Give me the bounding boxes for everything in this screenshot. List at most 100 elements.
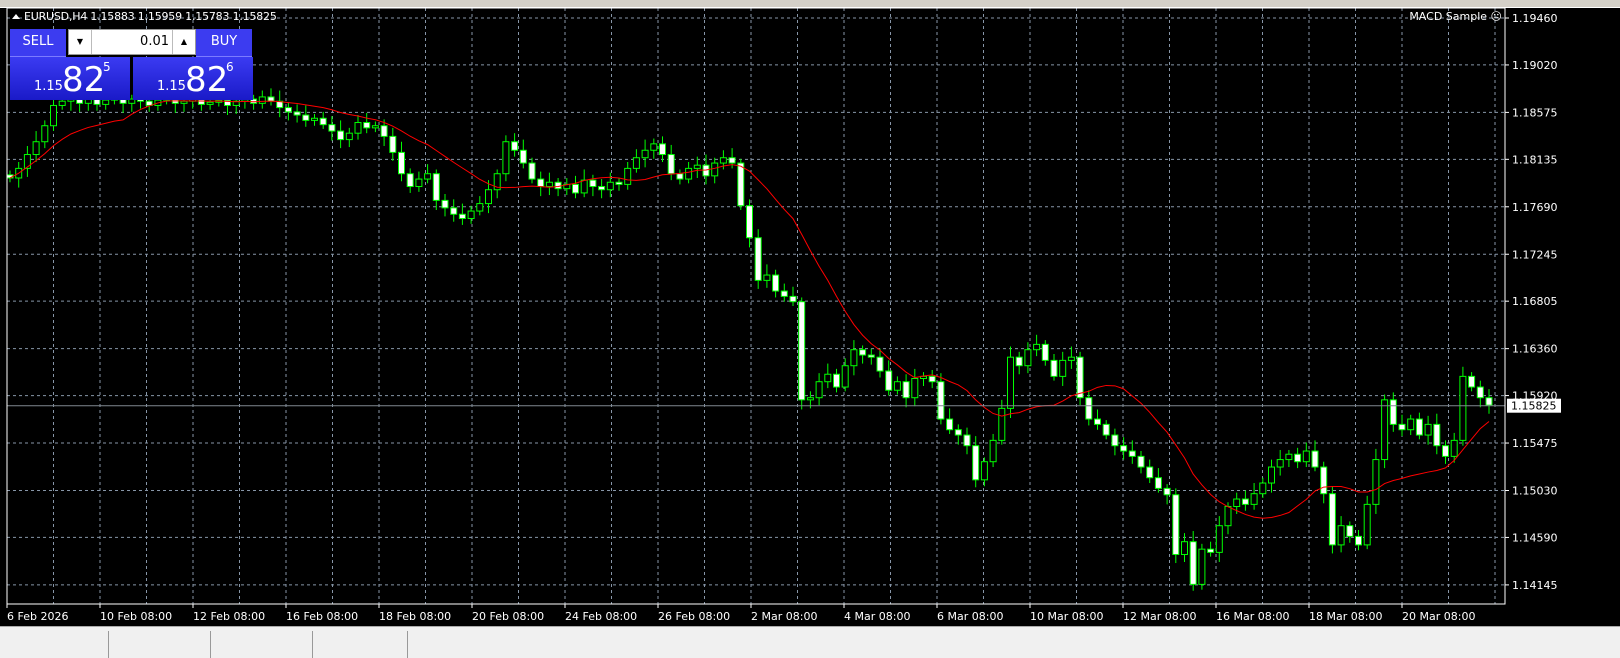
decrease-lot-button[interactable]: ▼ [69, 30, 92, 54]
candle [685, 167, 693, 180]
candle [180, 100, 188, 104]
expert-advisor-label[interactable]: MACD Sample ☹ [1409, 10, 1502, 23]
bid-big-digits: 82 [62, 60, 106, 100]
candle [128, 98, 136, 104]
candle [954, 429, 962, 436]
chart-tab[interactable] [210, 631, 211, 658]
symbol-info: EURUSD,H4 1.15883 1.15959 1.15783 1.1582… [12, 10, 277, 23]
sell-price-button[interactable]: 1.15 82 5 [10, 57, 130, 100]
candle [267, 96, 275, 102]
candle [1450, 439, 1458, 457]
candle [693, 164, 701, 169]
candle [476, 203, 484, 212]
candle [667, 154, 675, 175]
x-tick-label: 12 Feb 08:00 [193, 610, 265, 623]
current-price-label: 1.15825 [1511, 400, 1557, 413]
candle [32, 141, 40, 156]
candle [1294, 453, 1302, 463]
candle [1085, 397, 1093, 420]
candle [485, 189, 492, 205]
price-chart[interactable]: 1.19460 1.19020 1.18575 1.18135 1.17690 1.172… [0, 8, 1620, 626]
ask-big-digits: 82 [185, 60, 229, 100]
candle [328, 124, 336, 132]
chart-tab[interactable] [108, 631, 109, 658]
candle [737, 162, 745, 207]
candle [398, 151, 405, 175]
candle [380, 125, 388, 137]
candle [1250, 493, 1258, 505]
candle [615, 181, 623, 185]
candle [1381, 399, 1389, 461]
candle [458, 213, 466, 220]
buy-price-button[interactable]: 1.15 82 6 [133, 57, 253, 100]
candle [1094, 418, 1101, 425]
chart-tab[interactable] [312, 631, 313, 658]
candle [989, 439, 997, 463]
candle [580, 179, 588, 194]
candle [1215, 525, 1223, 553]
candle [876, 356, 884, 372]
candle [572, 183, 579, 194]
candle [893, 381, 901, 391]
candle [1015, 356, 1023, 367]
x-tick-label: 18 Feb 08:00 [379, 610, 451, 623]
candle [415, 178, 423, 188]
candle [1154, 477, 1162, 489]
x-tick-label: 20 Feb 08:00 [472, 610, 544, 623]
sell-button[interactable]: SELL [10, 29, 66, 57]
candle [537, 178, 545, 188]
candle [711, 162, 719, 177]
candle [1302, 450, 1310, 463]
candle [859, 349, 867, 356]
candle [1285, 453, 1293, 461]
candle [224, 99, 231, 106]
y-tick-label: 1.16805 [1512, 295, 1558, 308]
price-axis: 1.19460 1.19020 1.18575 1.18135 1.17690 1.172… [1505, 12, 1561, 592]
candle [963, 434, 971, 447]
x-tick-label: 6 Feb 2026 [7, 610, 68, 623]
window-tab-strip [0, 0, 1620, 8]
candle [1363, 503, 1371, 546]
candle [885, 370, 893, 391]
bid-prefix: 1.15 [34, 79, 63, 94]
candle [719, 157, 727, 164]
candle [441, 199, 449, 209]
buy-button[interactable]: BUY [196, 29, 252, 57]
x-tick-label: 12 Mar 08:00 [1123, 610, 1196, 623]
x-tick-label: 20 Mar 08:00 [1402, 610, 1475, 623]
candle [502, 141, 510, 175]
candle [867, 354, 875, 358]
candle [41, 125, 49, 143]
symbol-line: EURUSD,H4 1.15883 1.15959 1.15783 1.1582… [24, 10, 277, 23]
candle [319, 117, 327, 126]
candle [1102, 423, 1110, 436]
candle [833, 373, 840, 388]
chart-tab[interactable] [407, 631, 408, 658]
lot-size-input[interactable]: 0.01 [140, 34, 169, 49]
candle [1476, 386, 1484, 399]
candle [1241, 498, 1249, 505]
candle [1120, 445, 1128, 452]
candle [1059, 359, 1067, 377]
candle [1372, 459, 1380, 505]
one-click-trading-panel: SELL ▼ 0.01 ▲ BUY 1.15 82 5 1.15 82 6 [10, 29, 253, 100]
candle [511, 141, 519, 151]
increase-lot-button[interactable]: ▲ [172, 30, 195, 54]
candle [1041, 343, 1049, 361]
candle [980, 461, 988, 481]
candle [1468, 375, 1476, 388]
candle [1137, 455, 1145, 468]
candle [1328, 493, 1336, 546]
candle [337, 130, 345, 141]
ask-last-digit: 6 [226, 60, 234, 74]
candle [902, 381, 910, 399]
candle [772, 274, 780, 292]
candle [311, 117, 318, 121]
lot-size-stepper[interactable]: ▼ 0.01 ▲ [68, 29, 196, 55]
y-tick-label: 1.14145 [1512, 579, 1558, 592]
candle [676, 173, 684, 180]
x-tick-label: 10 Feb 08:00 [100, 610, 172, 623]
moving-average-line [9, 100, 1490, 519]
candle [937, 381, 945, 420]
x-tick-label: 24 Feb 08:00 [565, 610, 637, 623]
